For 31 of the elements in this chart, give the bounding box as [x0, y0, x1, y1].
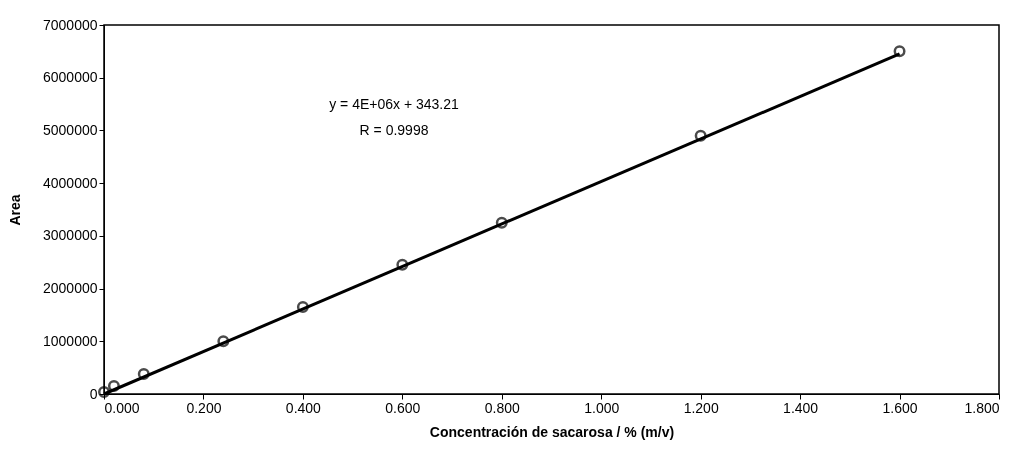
x-tick-label: 0.600 — [385, 399, 421, 416]
y-tick-label: 7000000 — [42, 16, 98, 33]
x-tick-label: 1.800 — [964, 399, 1000, 416]
point — [107, 380, 120, 393]
y-tick-label: 0 — [89, 385, 98, 402]
y-tick-label: 1000000 — [42, 332, 98, 349]
y-tick-label: 4000000 — [42, 174, 98, 191]
x-tick-label: 0.000 — [104, 399, 140, 416]
point — [137, 367, 150, 380]
y-tick-label: 2000000 — [42, 280, 98, 297]
point — [98, 385, 110, 398]
y-axis-title: Area — [7, 194, 23, 226]
x-tick-label: 0.400 — [285, 399, 322, 416]
annotation: R = 0.9998 — [359, 122, 429, 138]
point — [495, 216, 508, 229]
y-tick-label: 5000000 — [42, 121, 98, 138]
x-tick-label: 1.600 — [882, 399, 918, 416]
x-tick-label: 0.800 — [484, 399, 520, 416]
y-tick-label: 6000000 — [42, 69, 98, 86]
x-tick-label: 0.200 — [186, 399, 222, 416]
point — [396, 258, 409, 271]
x-axis-title: Concentración de sacarosa / % (m/v) — [429, 423, 675, 440]
x-tick-label: 1.400 — [783, 399, 819, 416]
point — [893, 45, 906, 58]
point — [217, 335, 230, 348]
x-tick-label: 1.000 — [584, 399, 620, 416]
point — [296, 301, 309, 314]
y-tick-label: 3000000 — [42, 227, 98, 244]
x-tick-label: 1.200 — [683, 399, 719, 416]
annotation: y = 4E+06x + 343.21 — [329, 96, 460, 112]
point — [694, 129, 707, 142]
